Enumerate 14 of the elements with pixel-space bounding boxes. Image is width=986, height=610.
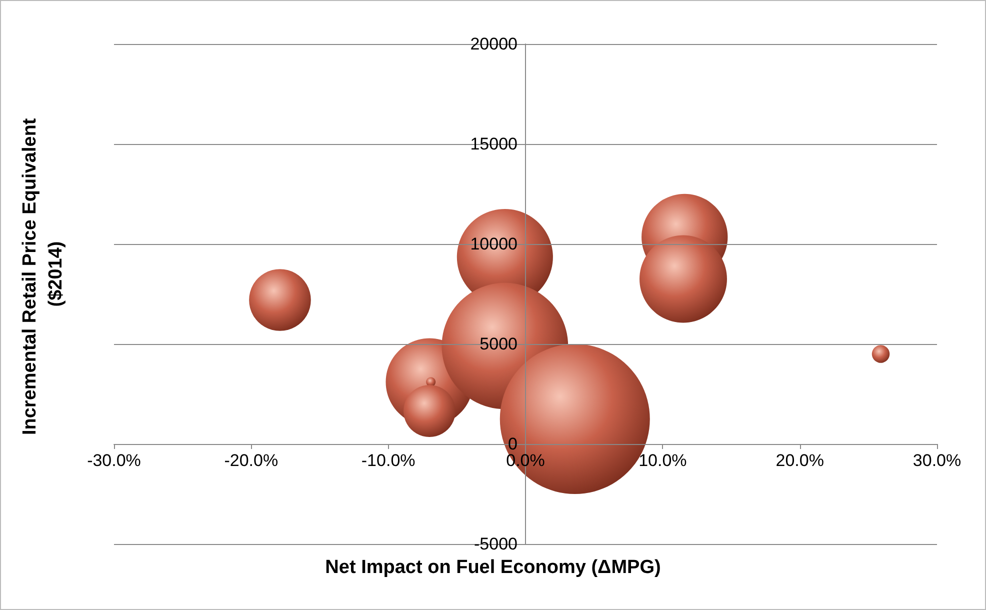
x-tick-label: -30.0%	[87, 451, 141, 470]
x-axis-title: Net Impact on Fuel Economy (ΔMPG)	[325, 557, 661, 578]
y-tick-label: 5000	[480, 334, 518, 354]
y-axis-title: Incremental Retail Price Equivalent ($2014)	[20, 112, 66, 436]
y-tick-label: 10000	[470, 234, 518, 254]
x-tick-label: -10.0%	[361, 451, 416, 470]
x-tick-label: 10.0%	[638, 451, 687, 470]
y-tick-label: 15000	[470, 134, 518, 154]
y-tick-label: 0	[508, 434, 518, 454]
x-tick-label: 30.0%	[912, 451, 962, 470]
y-tick-label: -5000	[474, 534, 518, 554]
x-tick-label: 20.0%	[776, 451, 824, 470]
x-tick-label: -20.0%	[224, 451, 278, 470]
y-tick-label: 20000	[470, 34, 518, 54]
